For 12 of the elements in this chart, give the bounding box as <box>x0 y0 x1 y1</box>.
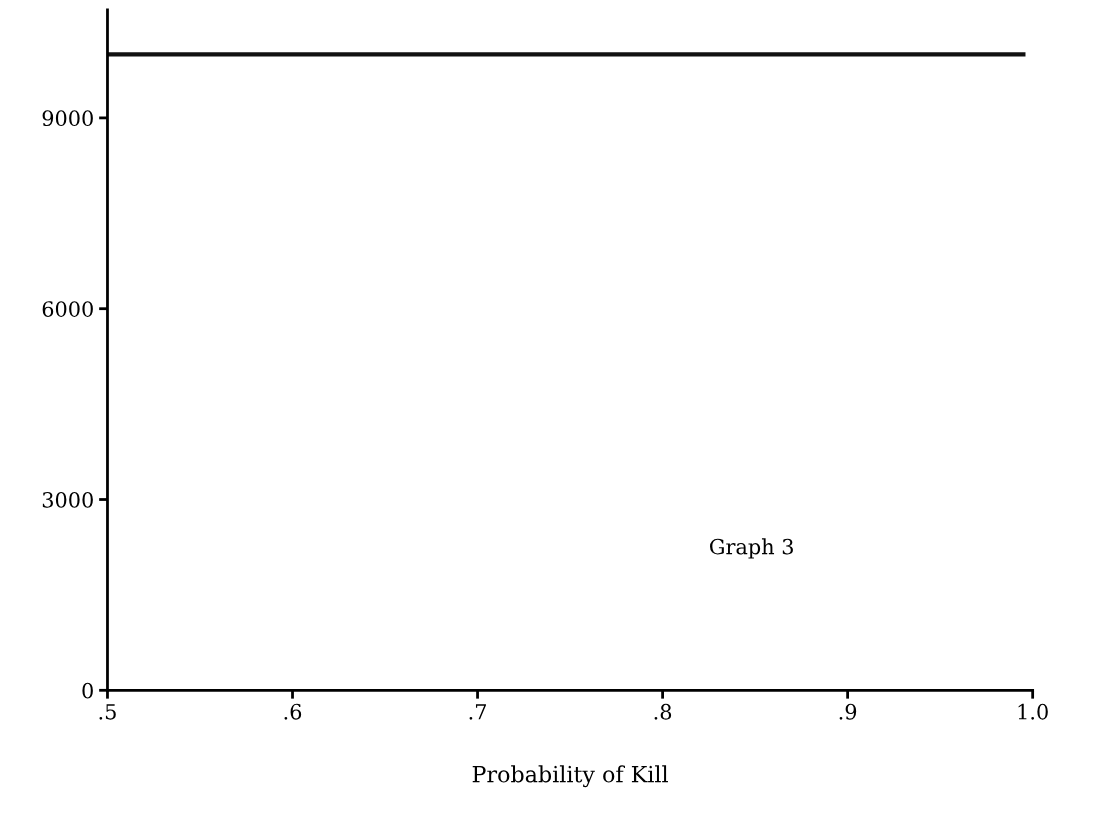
annotation: Graph 3 <box>710 538 793 559</box>
x-tick-label: 1.0 <box>1018 703 1048 720</box>
y-tick-label: 0 <box>82 682 93 699</box>
x-tick-label: .7 <box>469 704 486 720</box>
x-tick-label: .8 <box>654 703 672 720</box>
x-axis-title: Probability of Kill <box>472 765 668 788</box>
y-tick-label: 9000 <box>42 110 93 127</box>
x-tick-label: .6 <box>284 703 302 720</box>
x-tick-label: .5 <box>99 704 116 720</box>
y-tick-label: 3000 <box>42 491 93 508</box>
y-tick-label: 6000 <box>42 301 93 317</box>
x-tick-label: .9 <box>839 703 857 720</box>
